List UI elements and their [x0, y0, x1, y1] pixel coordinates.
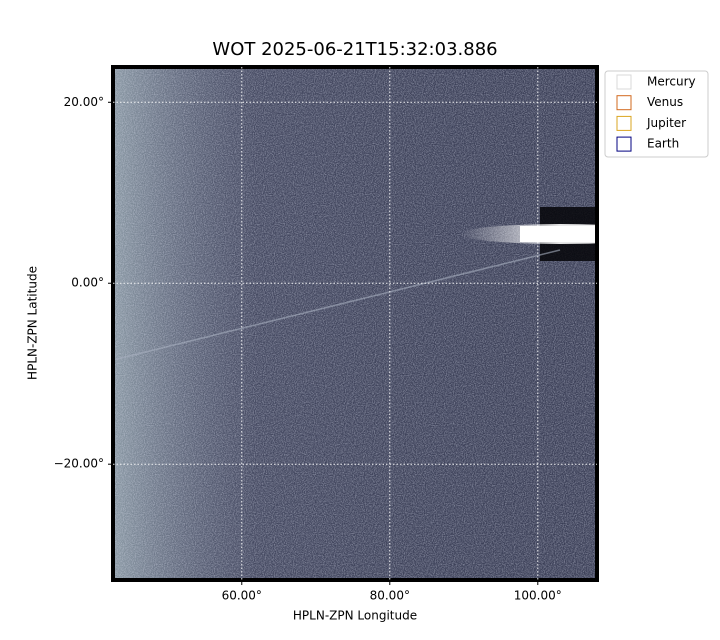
legend-label: Jupiter: [646, 116, 686, 130]
legend: [604, 70, 709, 158]
legend-label: Venus: [647, 95, 683, 109]
image: [111, 65, 660, 582]
legend-swatch: [616, 136, 632, 152]
y-tick-label: 0.00°: [71, 276, 104, 290]
x-tick-label: 80.00°: [370, 589, 410, 603]
legend-swatch: [616, 115, 632, 131]
legend-swatch: [616, 74, 632, 90]
legend-swatch: [616, 95, 632, 111]
x-tick-label: 60.00°: [222, 589, 262, 603]
legend-label: Mercury: [647, 75, 696, 89]
x-axis-label: HPLN-ZPN Longitude: [293, 609, 417, 623]
y-axis-label: HPLN-ZPN Latitude: [26, 266, 40, 380]
y-tick-label: 20.00°: [64, 95, 104, 109]
chart-title: WOT 2025-06-21T15:32:03.886: [212, 39, 497, 60]
legend-label: Earth: [647, 137, 679, 151]
y-tick-label: −20.00°: [54, 457, 104, 471]
x-tick-label: 100.00°: [514, 589, 562, 603]
